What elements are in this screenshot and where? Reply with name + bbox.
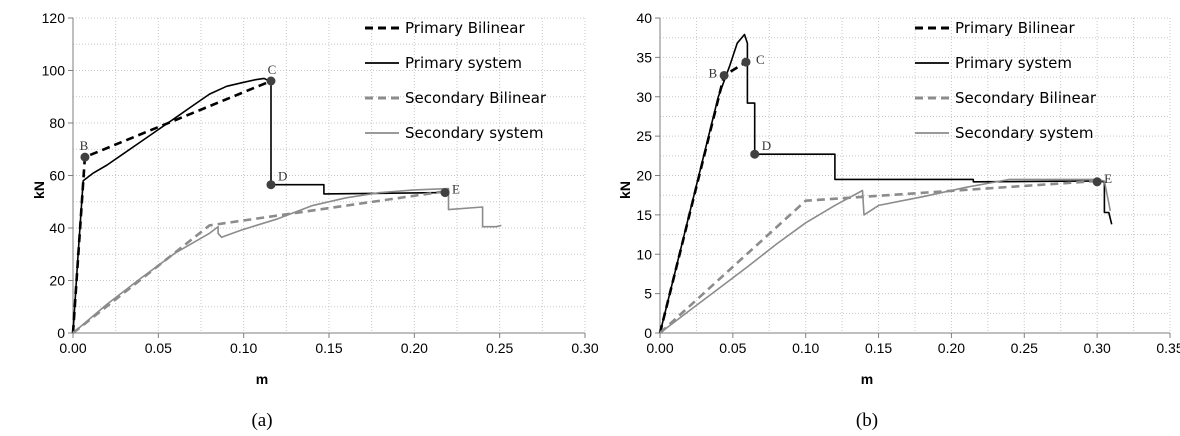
x-tick-label-b: 0.00: [646, 340, 673, 356]
legend-label-a: Primary system: [405, 54, 522, 72]
y-tick-label-b: 15: [636, 207, 652, 223]
point-marker-e-a: [440, 188, 450, 198]
series-line-secondary-bilinear-a: [72, 190, 446, 335]
point-label-d-a: D: [278, 169, 287, 184]
x-tick-label-b: 0.35: [1156, 340, 1180, 356]
x-tick-label-b: 0.10: [792, 340, 819, 356]
point-marker-d-b: [750, 149, 760, 159]
grid-b: [660, 17, 1171, 333]
y-tick-label-a: 80: [49, 115, 65, 131]
legend-label-a: Primary Bilinear: [405, 19, 525, 37]
x-tick-label-b: 0.05: [719, 340, 746, 356]
y-tick-label-b: 30: [636, 89, 652, 105]
point-label-c-b: C: [756, 52, 765, 67]
series-line-secondary-system-a: [72, 187, 502, 334]
y-tick-label-a: 20: [49, 273, 65, 289]
point-label-b-a: B: [80, 138, 89, 153]
chart-panel-b: 0.00 0.05 0.10 0.15 0.20 0.25 0.30 0.35 0 5 10 15 20…: [617, 10, 1180, 431]
y-tick-label-a: 40: [49, 220, 65, 236]
point-marker-b-a: [80, 152, 90, 162]
series-b: [658, 33, 1113, 334]
y-axis-title-a: kN: [31, 181, 47, 199]
y-axis-title-b: kN: [617, 181, 633, 199]
points-a: B C D E: [80, 62, 460, 198]
legend-a: Primary Bilinear Primary system Secondary …: [365, 19, 547, 142]
x-tick-label-b: 0.30: [1084, 340, 1111, 356]
point-label-e-b: E: [1104, 171, 1112, 186]
series-line-primary-system-a: [72, 77, 446, 334]
caption-b: (b): [856, 410, 878, 431]
y-tick-label-b: 10: [636, 246, 652, 262]
legend-label-b: Primary Bilinear: [955, 19, 1075, 37]
y-tick-label-b: 35: [636, 49, 652, 65]
x-tick-label-a: 0.10: [230, 340, 257, 356]
point-label-b-b: B: [708, 65, 717, 80]
x-tick-label-b: 0.25: [1011, 340, 1038, 356]
y-tick-label-a: 120: [42, 10, 66, 26]
series-line-secondary-bilinear-b: [659, 179, 1098, 334]
y-tick-label-b: 20: [636, 168, 652, 184]
y-tick-label-a: 60: [49, 168, 65, 184]
series-line-secondary-system-b: [659, 178, 1112, 334]
y-tick-label-b: 40: [636, 10, 652, 26]
axes-b: 0.00 0.05 0.10 0.15 0.20 0.25 0.30 0.35 0 5 10 15 20…: [636, 10, 1180, 356]
x-axis-title-a: m: [256, 371, 268, 387]
caption-a: (a): [251, 410, 272, 431]
x-tick-label-a: 0.05: [145, 340, 172, 356]
legend-label-a: Secondary Bilinear: [405, 89, 547, 107]
point-marker-c-a: [266, 76, 276, 86]
series-line-primary-system-b: [659, 33, 1113, 334]
x-tick-label-a: 0.15: [315, 340, 342, 356]
grid-a: [73, 17, 586, 333]
point-label-d-b: D: [762, 138, 771, 153]
axes-a: 0.00 0.05 0.10 0.15 0.20 0.25 0.30 0 20 40 60 80 100…: [42, 10, 599, 356]
x-tick-label-a: 0.00: [59, 340, 86, 356]
x-tick-label-a: 0.30: [571, 340, 598, 356]
y-tick-label-b: 0: [644, 325, 652, 341]
point-marker-d-a: [266, 180, 276, 190]
chart-panel-a: 0.00 0.05 0.10 0.15 0.20 0.25 0.30 0 20 40 60 80 100…: [31, 10, 599, 431]
legend-label-b: Secondary Bilinear: [955, 89, 1097, 107]
x-tick-label-a: 0.20: [401, 340, 428, 356]
x-tick-label-b: 0.15: [865, 340, 892, 356]
point-marker-e-b: [1092, 177, 1102, 187]
point-marker-b-b: [719, 70, 729, 80]
legend-label-a: Secondary system: [405, 124, 543, 142]
y-tick-label-a: 0: [57, 325, 65, 341]
y-tick-label-b: 5: [644, 286, 652, 302]
legend-b: Primary Bilinear Primary system Secondary …: [915, 19, 1097, 142]
x-tick-label-a: 0.25: [486, 340, 513, 356]
point-marker-c-b: [741, 57, 751, 67]
x-axis-title-b: m: [861, 371, 873, 387]
points-b: B C D E: [708, 52, 1112, 187]
legend-label-b: Secondary system: [955, 124, 1093, 142]
y-tick-label-b: 25: [636, 128, 652, 144]
point-label-c-a: C: [268, 62, 277, 77]
legend-label-b: Primary system: [955, 54, 1072, 72]
series-line-primary-bilinear-a: [71, 79, 272, 334]
x-tick-label-b: 0.20: [938, 340, 965, 356]
y-tick-label-a: 100: [42, 63, 66, 79]
point-label-e-a: E: [452, 182, 460, 197]
series-a: [71, 77, 502, 335]
